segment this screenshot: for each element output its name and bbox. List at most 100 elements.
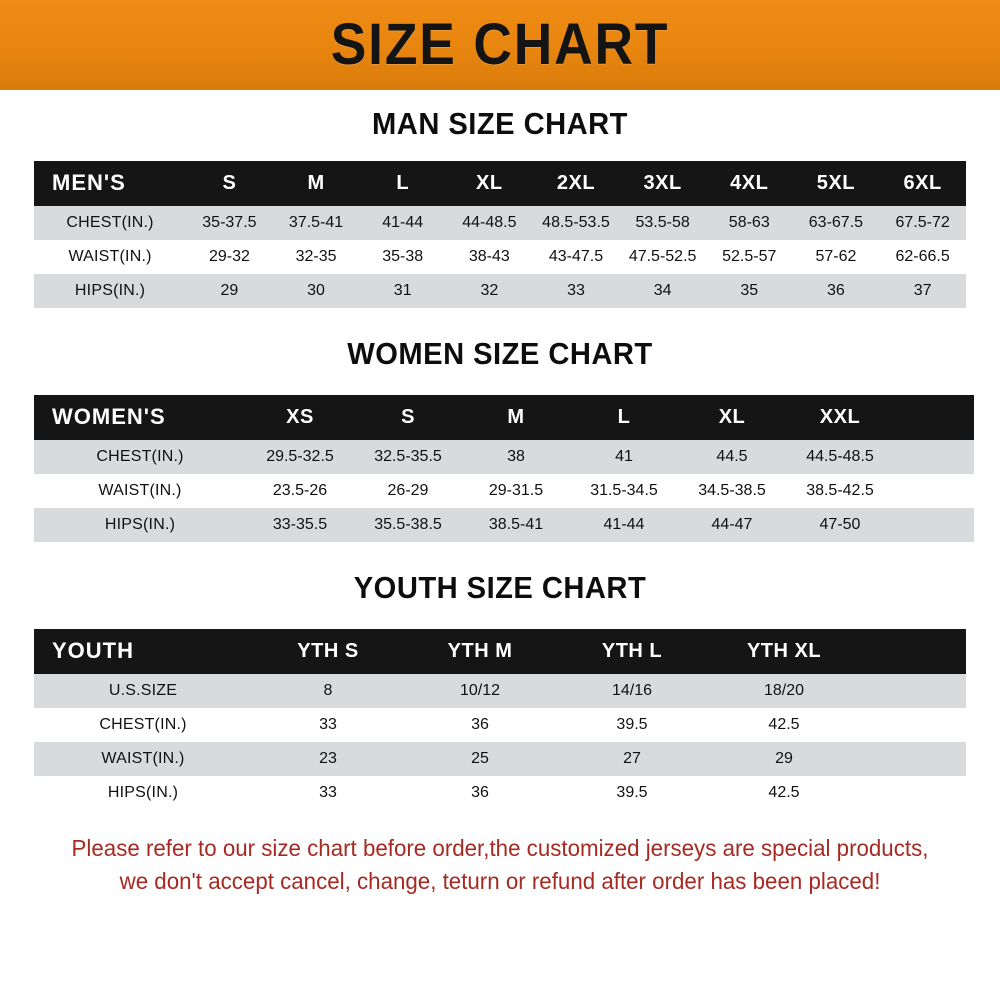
- women-col-header-xl: XL: [718, 405, 746, 428]
- table-row: CHEST(IN.) 33 36 39.5 42.5: [34, 708, 966, 742]
- women-chest-m: 38: [462, 440, 570, 474]
- men-waist-3xl: 47.5-52.5: [619, 240, 706, 274]
- men-hips-4xl: 35: [705, 274, 793, 308]
- women-hips-l: 41-44: [570, 508, 678, 542]
- men-hips-5xl: 36: [792, 274, 880, 308]
- youth-ussize-pad: [860, 674, 966, 708]
- women-chest-xxl: 44.5-48.5: [786, 440, 894, 474]
- youth-hips-l: 39.5: [556, 776, 708, 810]
- men-size-section: MAN SIZE CHART MEN'S S M L XL 2XL 3XL 4X…: [0, 108, 1000, 308]
- men-waist-6xl: 62-66.5: [879, 240, 966, 274]
- table-row: HIPS(IN.) 29 30 31 32 33 34 35 36 37: [34, 274, 966, 308]
- women-chest-l: 41: [570, 440, 678, 474]
- men-row-label-hips: HIPS(IN.): [34, 274, 187, 308]
- men-chest-3xl: 53.5-58: [619, 206, 706, 240]
- men-col-header-2xl: 2XL: [556, 171, 596, 194]
- men-waist-m: 32-35: [272, 240, 360, 274]
- women-hips-m: 38.5-41: [462, 508, 570, 542]
- women-row-label-waist: WAIST(IN.): [34, 474, 246, 508]
- men-col-header-l: L: [396, 171, 410, 194]
- table-row: WAIST(IN.) 23 25 27 29: [34, 742, 966, 776]
- table-row: CHEST(IN.) 35-37.5 37.5-41 41-44 44-48.5…: [34, 206, 966, 240]
- youth-row-header: YOUTH: [52, 638, 134, 663]
- youth-chest-m: 36: [404, 708, 556, 742]
- women-chest-pad: [894, 440, 974, 474]
- women-waist-xl: 34.5-38.5: [678, 474, 786, 508]
- youth-waist-xl: 29: [708, 742, 860, 776]
- youth-chest-l: 39.5: [556, 708, 708, 742]
- women-waist-m: 29-31.5: [462, 474, 570, 508]
- youth-col-header-l: YTH L: [601, 639, 663, 662]
- men-waist-4xl: 52.5-57: [705, 240, 793, 274]
- youth-waist-m: 25: [404, 742, 556, 776]
- men-hips-m: 30: [272, 274, 360, 308]
- youth-section-title: YOUTH SIZE CHART: [353, 570, 647, 605]
- youth-waist-l: 27: [556, 742, 708, 776]
- men-table-header-row: MEN'S S M L XL 2XL 3XL 4XL 5XL 6XL: [34, 161, 966, 206]
- women-waist-l: 31.5-34.5: [570, 474, 678, 508]
- youth-hips-pad: [860, 776, 966, 810]
- women-col-header-pad: [894, 395, 974, 440]
- youth-chest-xl: 42.5: [708, 708, 860, 742]
- table-row: HIPS(IN.) 33-35.5 35.5-38.5 38.5-41 41-4…: [34, 508, 974, 542]
- youth-row-label-waist: WAIST(IN.): [34, 742, 252, 776]
- men-size-table: MEN'S S M L XL 2XL 3XL 4XL 5XL 6XL CHEST…: [34, 161, 966, 308]
- youth-size-table: YOUTH YTH S YTH M YTH L YTH XL U.S.SIZE …: [34, 629, 966, 810]
- youth-hips-xl: 42.5: [708, 776, 860, 810]
- men-col-header-4xl: 4XL: [730, 171, 769, 194]
- banner-title: SIZE CHART: [330, 12, 670, 77]
- youth-row-label-chest: CHEST(IN.): [34, 708, 252, 742]
- men-row-header: MEN'S: [52, 170, 126, 195]
- women-hips-xl: 44-47: [678, 508, 786, 542]
- men-hips-3xl: 34: [619, 274, 706, 308]
- men-chest-l: 41-44: [359, 206, 447, 240]
- women-chest-xl: 44.5: [678, 440, 786, 474]
- men-col-header-s: S: [222, 171, 237, 194]
- youth-ussize-s: 8: [252, 674, 404, 708]
- men-row-label-chest: CHEST(IN.): [34, 206, 187, 240]
- youth-hips-m: 36: [404, 776, 556, 810]
- note-line-1: Please refer to our size chart before or…: [71, 835, 929, 861]
- women-waist-pad: [894, 474, 974, 508]
- youth-chest-pad: [860, 708, 966, 742]
- men-waist-xl: 38-43: [446, 240, 533, 274]
- women-waist-s: 26-29: [354, 474, 462, 508]
- youth-table-header-row: YOUTH YTH S YTH M YTH L YTH XL: [34, 629, 966, 674]
- youth-chest-s: 33: [252, 708, 404, 742]
- women-hips-xs: 33-35.5: [246, 508, 354, 542]
- youth-waist-pad: [860, 742, 966, 776]
- men-chest-xl: 44-48.5: [446, 206, 533, 240]
- youth-ussize-xl: 18/20: [708, 674, 860, 708]
- men-col-header-xl: XL: [476, 171, 503, 194]
- women-hips-s: 35.5-38.5: [354, 508, 462, 542]
- youth-row-label-hips: HIPS(IN.): [34, 776, 252, 810]
- youth-row-label-ussize: U.S.SIZE: [34, 674, 252, 708]
- return-policy-note: Please refer to our size chart before or…: [15, 832, 985, 897]
- men-chest-4xl: 58-63: [705, 206, 793, 240]
- women-col-header-xs: XS: [286, 405, 314, 428]
- men-hips-s: 29: [186, 274, 273, 308]
- women-hips-xxl: 47-50: [786, 508, 894, 542]
- women-waist-xxl: 38.5-42.5: [786, 474, 894, 508]
- women-col-header-m: M: [507, 405, 525, 428]
- men-chest-s: 35-37.5: [186, 206, 273, 240]
- men-chest-m: 37.5-41: [272, 206, 360, 240]
- women-waist-xs: 23.5-26: [246, 474, 354, 508]
- women-row-header: WOMEN'S: [52, 404, 166, 429]
- men-col-header-6xl: 6XL: [903, 171, 942, 194]
- youth-size-section: YOUTH SIZE CHART YOUTH YTH S YTH M YTH L…: [0, 572, 1000, 810]
- women-section-title: WOMEN SIZE CHART: [347, 336, 653, 371]
- men-row-label-waist: WAIST(IN.): [34, 240, 187, 274]
- women-size-section: WOMEN SIZE CHART WOMEN'S XS S M L XL XXL…: [0, 338, 1000, 542]
- youth-hips-s: 33: [252, 776, 404, 810]
- men-chest-6xl: 67.5-72: [879, 206, 966, 240]
- men-col-header-5xl: 5XL: [816, 171, 855, 194]
- women-row-label-hips: HIPS(IN.): [34, 508, 246, 542]
- table-row: HIPS(IN.) 33 36 39.5 42.5: [34, 776, 966, 810]
- women-col-header-xxl: XXL: [819, 405, 861, 428]
- men-col-header-3xl: 3XL: [643, 171, 682, 194]
- men-col-header-m: M: [307, 171, 325, 194]
- youth-col-header-xl: YTH XL: [746, 639, 822, 662]
- men-hips-6xl: 37: [879, 274, 966, 308]
- youth-ussize-l: 14/16: [556, 674, 708, 708]
